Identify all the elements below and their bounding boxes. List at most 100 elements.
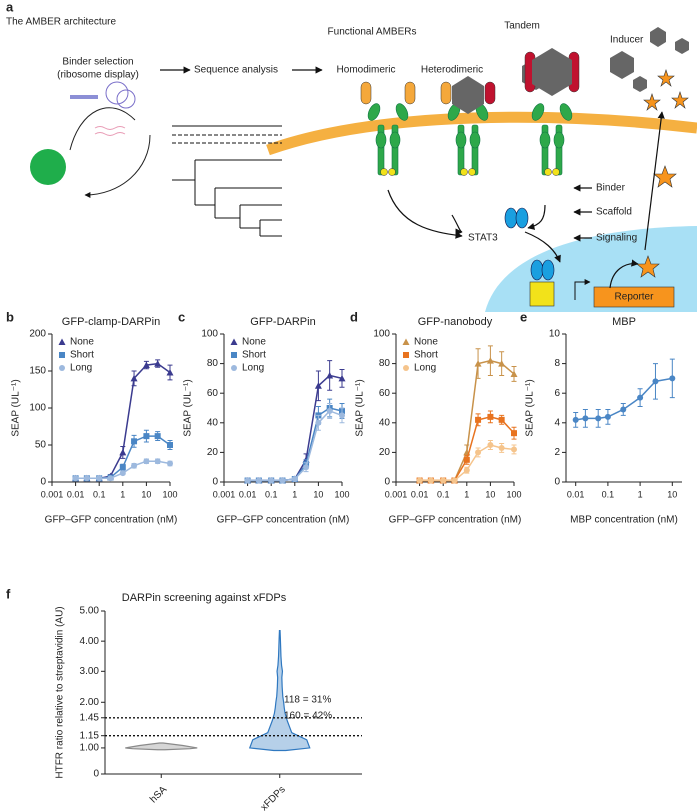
fit-line — [247, 407, 343, 482]
binder — [404, 81, 416, 105]
dna — [70, 95, 98, 99]
chart-title: DARPin screening against xFDPs — [122, 592, 287, 604]
panel-label: c — [178, 309, 185, 324]
point — [474, 360, 482, 367]
y-tick-label: 2.00 — [80, 697, 100, 708]
point — [154, 433, 161, 440]
arrow — [524, 231, 561, 263]
inducer-hex — [633, 76, 647, 92]
point — [669, 375, 676, 382]
x-tick-label: 100 — [334, 489, 349, 499]
x-axis-label: GFP–GFP concentration (nM) — [217, 515, 350, 526]
point — [416, 477, 423, 484]
scaffold-domain — [539, 131, 551, 149]
legend-label: Short — [242, 350, 266, 361]
point — [652, 378, 659, 385]
y-tick-label: 10 — [549, 329, 561, 340]
y-tick-label: 3.00 — [80, 666, 100, 677]
series — [572, 358, 676, 428]
point — [498, 360, 506, 367]
y-tick-label: 60 — [207, 388, 219, 399]
legend-label: None — [242, 337, 266, 348]
y-axis-label: SEAP (UL⁻¹) — [11, 379, 22, 436]
y-tick-label: 0 — [93, 769, 99, 780]
y-axis-label: SEAP (UL⁻¹) — [355, 379, 366, 436]
step-label: (ribosome display) — [57, 70, 139, 81]
x-tick-label: 0.001 — [41, 489, 64, 499]
y-tick-label: 1.45 — [80, 712, 100, 723]
y-tick-label: 0 — [554, 477, 560, 488]
panel-label: a — [6, 0, 14, 14]
scaffold-domain — [531, 103, 545, 121]
membrane — [266, 111, 697, 156]
arrow — [644, 111, 665, 251]
violin — [248, 630, 311, 752]
stat3 — [530, 259, 544, 281]
y-tick-label: 80 — [379, 358, 391, 369]
x-tick-label: 10 — [313, 489, 323, 499]
type-label: Heterodimeric — [421, 65, 483, 76]
inducer-hex — [675, 38, 689, 54]
point — [451, 477, 458, 484]
y-tick-label: 40 — [379, 417, 391, 428]
point — [142, 361, 150, 369]
point — [511, 446, 517, 453]
y-tick-label: 80 — [207, 358, 219, 369]
annotation: 160 = 42% — [284, 711, 332, 722]
point — [510, 370, 518, 377]
panel-label: f — [6, 586, 11, 601]
legend-marker — [59, 365, 65, 371]
point — [475, 416, 482, 423]
star — [657, 69, 675, 87]
point — [498, 416, 505, 423]
scaffold-domain — [389, 131, 401, 149]
point — [487, 413, 494, 420]
y-axis-label: SEAP (UL⁻¹) — [183, 379, 194, 436]
y-tick-label: 4.00 — [80, 636, 100, 647]
y-tick-label: 0 — [384, 477, 390, 488]
figure-title: The AMBER architecture — [6, 17, 116, 28]
x-tick-label: 0.1 — [93, 489, 106, 499]
point — [440, 477, 447, 484]
tree — [172, 159, 282, 237]
charts: b GFP-clamp-DARPin GFP–GFP concentration (… — [6, 309, 682, 812]
legend-marker — [402, 338, 410, 345]
x-axis-label: GFP–GFP concentration (nM) — [389, 515, 522, 526]
y-tick-label: 20 — [207, 447, 219, 458]
y-tick-label: 8 — [554, 358, 560, 369]
legend-marker — [58, 338, 66, 345]
panel-label: d — [350, 309, 358, 324]
type-label: Homodimeric — [337, 65, 396, 76]
line-chart: c GFP-DARPin GFP–GFP concentration (nM) SEA… — [178, 309, 350, 525]
sequences — [172, 125, 282, 237]
rna — [94, 126, 126, 136]
point — [154, 458, 161, 465]
x-tick-label: 0.1 — [437, 489, 450, 499]
x-tick-label: 10 — [141, 489, 151, 499]
stat3-dimer — [504, 207, 555, 281]
y-tick-label: 2 — [554, 447, 560, 458]
cycle — [69, 107, 151, 195]
line-chart: d GFP-nanobody GFP–GFP concentration (nM) S… — [350, 309, 522, 525]
x-tick-label: 10 — [667, 489, 677, 499]
star — [636, 255, 660, 278]
annotation: 118 = 31% — [284, 695, 331, 706]
point — [255, 477, 262, 484]
legend-marker — [231, 352, 237, 358]
promoter — [529, 281, 555, 307]
signaling-site — [380, 168, 388, 176]
x-tick-label: 10 — [485, 489, 495, 499]
legend-label: Short — [70, 350, 94, 361]
fit-line — [247, 374, 343, 482]
point — [582, 415, 589, 422]
x-tick-label: 0.01 — [67, 489, 85, 499]
violin-chart: f DARPin screening against xFDPs HTFR rati… — [6, 586, 362, 812]
point — [338, 374, 346, 382]
legend-marker — [403, 365, 409, 371]
part-label: Signaling — [596, 233, 637, 244]
y-tick-label: 150 — [29, 366, 46, 377]
reporter-label: Reporter — [615, 292, 655, 303]
arrow — [387, 189, 463, 239]
chart-title: MBP — [612, 316, 636, 328]
